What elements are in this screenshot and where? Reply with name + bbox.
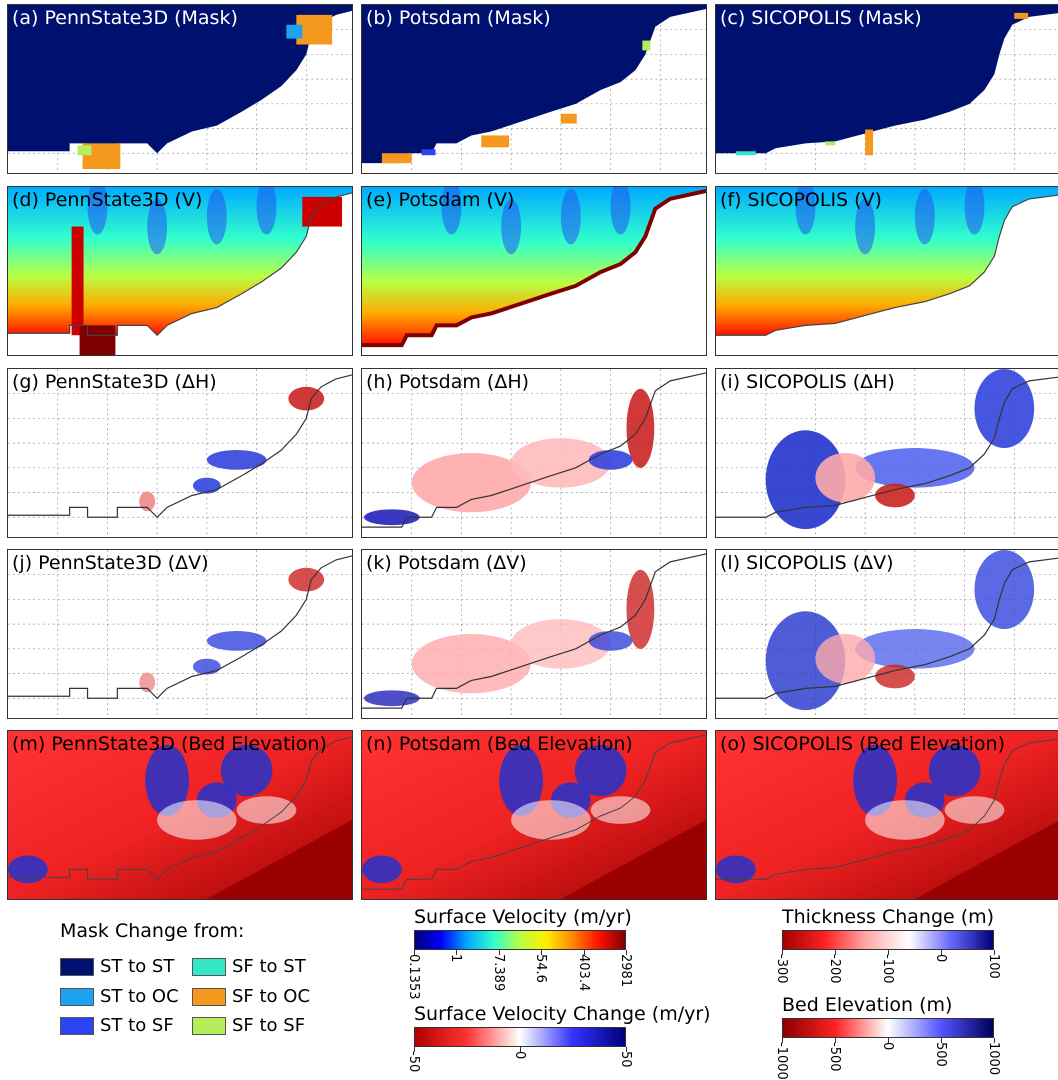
panel-label: (g) PennState3D (ΔH) xyxy=(12,371,217,393)
colorbar-tick-label: 403.4 xyxy=(575,954,591,992)
panel-label: (n) Potsdam (Bed Elevation) xyxy=(366,733,633,755)
thickness-change-colorbar-gradient xyxy=(782,930,994,950)
panel-m: (m) PennState3D (Bed Elevation) xyxy=(7,730,353,900)
panel-f: (f) SICOPOLIS (V) xyxy=(715,186,1058,356)
bed-elevation-colorbar-title: Bed Elevation (m) xyxy=(782,994,953,1016)
colorbar-tick-label: 2981 xyxy=(618,954,633,988)
colorbar-tick-mark xyxy=(583,950,585,955)
mask-label-st-st: ST to ST xyxy=(100,956,175,977)
panel-label: (h) Potsdam (ΔH) xyxy=(366,371,530,393)
thickness-change-colorbar-title: Thickness Change (m) xyxy=(782,906,995,928)
colorbar-tick-label: 1000 xyxy=(986,1042,1001,1076)
panel-g: (g) PennState3D (ΔH) xyxy=(7,368,353,538)
panel-label: (e) Potsdam (V) xyxy=(366,189,515,211)
panel-a: (a) PennState3D (Mask) xyxy=(7,4,353,174)
velocity-change-colorbar-gradient xyxy=(414,1027,626,1047)
mask-swatch-sf-sf xyxy=(192,1017,226,1035)
panel-e: (e) Potsdam (V) xyxy=(361,186,707,356)
colorbar-tick-label: 0 xyxy=(880,1042,895,1051)
bed-elevation-colorbar-gradient xyxy=(782,1018,994,1038)
colorbar-tick-label: 1 xyxy=(448,954,464,963)
colorbar-tick-mark xyxy=(888,1038,889,1043)
colorbar-tick-mark xyxy=(498,950,500,955)
colorbar-tick-label: 0 xyxy=(512,1051,527,1060)
colorbar-tick-mark xyxy=(414,1047,415,1052)
velocity-colorbar-title: Surface Velocity (m/yr) xyxy=(414,906,632,928)
colorbar-tick-label: -100 xyxy=(880,954,895,984)
colorbar-tick-mark xyxy=(782,1038,783,1043)
panel-k: (k) Potsdam (ΔV) xyxy=(361,549,707,719)
colorbar-tick-mark xyxy=(456,950,458,955)
colorbar-tick-mark xyxy=(835,950,836,955)
panel-label: (k) Potsdam (ΔV) xyxy=(366,552,527,574)
colorbar-tick-mark xyxy=(541,950,543,955)
mask-swatch-st-oc xyxy=(60,988,94,1006)
panel-l: (l) SICOPOLIS (ΔV) xyxy=(715,549,1058,719)
panel-h: (h) Potsdam (ΔH) xyxy=(361,368,707,538)
colorbar-tick-label: -1000 xyxy=(774,1042,789,1080)
colorbar-tick-mark xyxy=(520,1047,521,1052)
panel-o: (o) SICOPOLIS (Bed Elevation) xyxy=(715,730,1058,900)
colorbar-tick-label: -50 xyxy=(406,1051,421,1073)
mask-label-sf-st: SF to ST xyxy=(232,956,306,977)
colorbar-tick-label: -500 xyxy=(827,1042,842,1072)
colorbar-tick-label: 50 xyxy=(618,1051,633,1068)
colorbar-tick-mark xyxy=(835,1038,836,1043)
colorbar-tick-label: 7.389 xyxy=(490,954,506,992)
colorbar-tick-mark xyxy=(888,950,889,955)
mask-label-sf-sf: SF to SF xyxy=(232,1015,306,1036)
mask-label-st-oc: ST to OC xyxy=(100,986,179,1007)
colorbar-tick-mark xyxy=(782,950,783,955)
colorbar-tick-mark xyxy=(994,950,995,955)
mask-swatch-sf-st xyxy=(192,958,226,976)
panel-label: (a) PennState3D (Mask) xyxy=(12,7,238,29)
panel-b: (b) Potsdam (Mask) xyxy=(361,4,707,174)
panel-label: (f) SICOPOLIS (V) xyxy=(720,189,882,211)
panel-j: (j) PennState3D (ΔV) xyxy=(7,549,353,719)
mask-label-st-sf: ST to SF xyxy=(100,1015,174,1036)
colorbar-tick-label: 100 xyxy=(986,954,1001,979)
panel-label: (b) Potsdam (Mask) xyxy=(366,7,551,29)
velocity-colorbar-gradient xyxy=(414,930,626,950)
colorbar-tick-mark xyxy=(626,950,627,955)
panel-label: (l) SICOPOLIS (ΔV) xyxy=(720,552,894,574)
velocity-change-colorbar-title: Surface Velocity Change (m/yr) xyxy=(414,1003,711,1025)
panel-label: (j) PennState3D (ΔV) xyxy=(12,552,209,574)
panel-n: (n) Potsdam (Bed Elevation) xyxy=(361,730,707,900)
mask-swatch-st-st xyxy=(60,958,94,976)
panel-label: (d) PennState3D (V) xyxy=(12,189,203,211)
colorbar-tick-mark xyxy=(414,950,415,955)
colorbar-tick-label: 54.6 xyxy=(533,954,549,983)
colorbar-tick-mark xyxy=(626,1047,627,1052)
colorbar-tick-label: 0 xyxy=(933,954,948,963)
colorbar-tick-mark xyxy=(994,1038,995,1043)
panel-label: (o) SICOPOLIS (Bed Elevation) xyxy=(720,733,1005,755)
colorbar-tick-label: 0.1353 xyxy=(406,954,421,1000)
mask-swatch-sf-oc xyxy=(192,988,226,1006)
colorbar-tick-label: -300 xyxy=(774,954,789,984)
panel-label: (i) SICOPOLIS (ΔH) xyxy=(720,371,895,393)
mask-legend-title: Mask Change from: xyxy=(60,920,245,942)
panel-c: (c) SICOPOLIS (Mask) xyxy=(715,4,1058,174)
panel-label: (c) SICOPOLIS (Mask) xyxy=(720,7,922,29)
panel-i: (i) SICOPOLIS (ΔH) xyxy=(715,368,1058,538)
mask-swatch-st-sf xyxy=(60,1017,94,1035)
panel-d: (d) PennState3D (V) xyxy=(7,186,353,356)
colorbar-tick-mark xyxy=(941,950,942,955)
colorbar-tick-label: 500 xyxy=(933,1042,948,1067)
panel-label: (m) PennState3D (Bed Elevation) xyxy=(12,733,327,755)
mask-label-sf-oc: SF to OC xyxy=(232,986,311,1007)
colorbar-tick-label: -200 xyxy=(827,954,842,984)
colorbar-tick-mark xyxy=(941,1038,942,1043)
